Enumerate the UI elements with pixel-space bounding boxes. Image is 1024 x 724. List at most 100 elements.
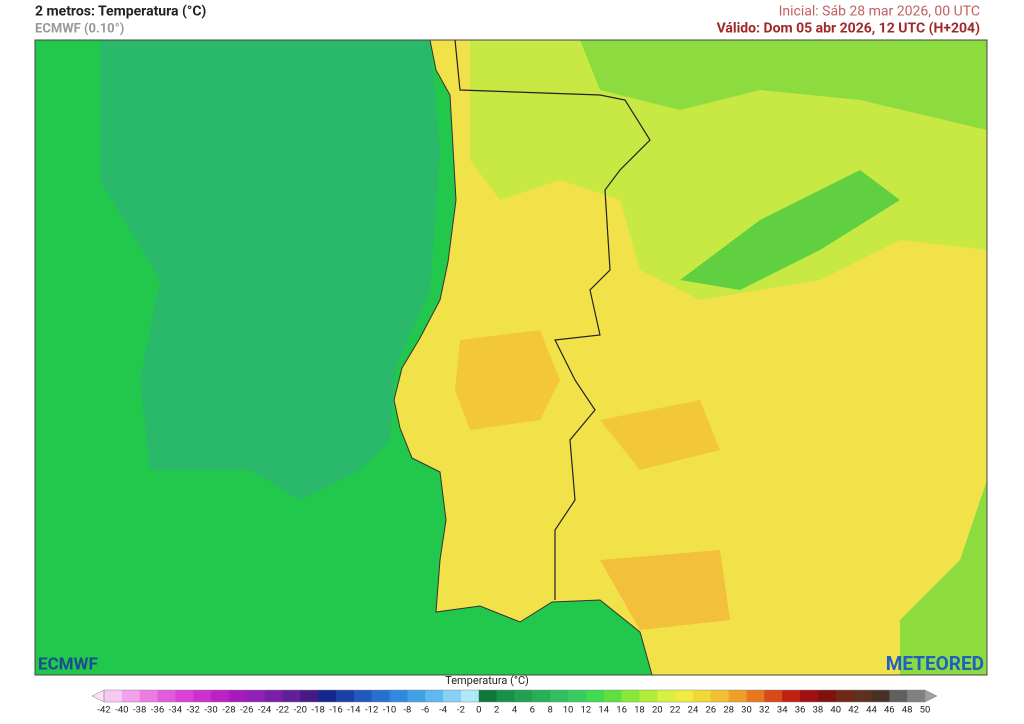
legend-tick-label: 26	[705, 705, 716, 716]
legend-tick-label: 28	[723, 705, 734, 716]
legend-tick-label: 30	[741, 705, 752, 716]
legend-tick-label: -38	[133, 705, 146, 716]
legend-tick-label: -42	[97, 705, 110, 716]
legend-tick-label: -16	[329, 705, 342, 716]
color-swatch	[675, 690, 694, 702]
over-arrow	[924, 689, 938, 703]
map-frame	[34, 39, 988, 676]
legend-tick-label: 44	[866, 705, 877, 716]
color-swatch	[710, 690, 730, 702]
legend-tick-label: -24	[258, 705, 272, 716]
color-swatch	[728, 690, 748, 702]
color-swatch	[139, 690, 159, 702]
legend-tick-label: 10	[563, 705, 574, 716]
color-swatch	[407, 690, 426, 702]
mountain-green	[680, 170, 900, 290]
valid-time: Válido: Dom 05 abr 2026, 12 UTC (H+204)	[717, 21, 981, 37]
legend-tick-label: -34	[169, 705, 183, 716]
legend-tick-label: -40	[115, 705, 128, 716]
title: 2 metros: Temperatura (°C)	[35, 4, 206, 20]
border	[454, 40, 651, 600]
color-swatch	[782, 690, 801, 702]
color-swatch	[692, 690, 712, 702]
legend-tick-label: 40	[830, 705, 841, 716]
color-swatch	[371, 690, 391, 702]
legend-tick-label: -36	[151, 705, 164, 716]
under-arrow	[91, 689, 105, 703]
legend-tick-label: -28	[222, 705, 235, 716]
legend-tick-label: 50	[920, 705, 931, 716]
colorbar: -42 -40 -38 -36 -34 -32 -30 -28 -26 -24 -22 -20 -18-…	[91, 689, 938, 716]
mountain-green	[580, 40, 987, 130]
legend-tick-label: 36	[795, 705, 806, 716]
color-swatch	[514, 690, 533, 702]
legend-tick-label: -6	[421, 705, 429, 716]
color-swatch	[211, 690, 230, 702]
color-swatch	[104, 690, 123, 702]
color-swatch	[550, 690, 569, 702]
legend-tick-label: 14	[598, 705, 609, 716]
color-swatch	[193, 690, 212, 702]
color-swatch	[246, 690, 266, 702]
color-swatch	[853, 690, 872, 702]
legend-tick-label: 18	[634, 705, 645, 716]
color-swatch	[871, 690, 890, 702]
legend-tick-label: -26	[240, 705, 253, 716]
color-swatch	[318, 690, 337, 702]
legend-tick-label: -22	[276, 705, 289, 716]
color-swatch	[800, 690, 819, 702]
map	[35, 40, 987, 675]
color-swatch	[175, 690, 194, 702]
legend-tick-label: 4	[512, 705, 518, 716]
legend-tick-label: 8	[548, 705, 553, 716]
legend-tick-label: -18	[312, 705, 325, 716]
color-swatch	[603, 690, 623, 702]
legend-tick-label: 46	[884, 705, 895, 716]
warm-area	[600, 400, 720, 470]
color-swatch	[443, 690, 462, 702]
color-swatch	[336, 690, 355, 702]
legend-tick-label: 0	[476, 705, 481, 716]
color-swatch	[157, 690, 176, 702]
legend-tick-label: 48	[902, 705, 913, 716]
legend-tick-label: 16	[616, 705, 627, 716]
legend-tick-label: 42	[848, 705, 859, 716]
color-swatch	[264, 690, 283, 702]
color-swatch	[568, 690, 587, 702]
color-swatch	[425, 690, 444, 702]
warm-area	[600, 550, 730, 630]
legend-tick-label: 38	[813, 705, 824, 716]
color-swatch	[282, 690, 301, 702]
warm-area	[455, 330, 560, 430]
color-swatch	[496, 690, 515, 702]
color-swatch	[460, 690, 480, 702]
legend-tick-label: 12	[581, 705, 592, 716]
legend-tick-label: -4	[439, 705, 448, 716]
color-swatch	[121, 690, 141, 702]
legend-tick-label: 32	[759, 705, 770, 716]
color-swatch	[907, 690, 926, 702]
legend-tick-label: 22	[670, 705, 681, 716]
legend-tick-label: 20	[652, 705, 663, 716]
mountain-green	[900, 480, 987, 675]
legend-tick-label: 34	[777, 705, 788, 716]
color-swatch	[353, 690, 373, 702]
legend-tick-label: -32	[187, 705, 200, 716]
color-swatch	[657, 690, 676, 702]
legend-tick-label: -10	[383, 705, 396, 716]
color-swatch	[835, 690, 855, 702]
color-swatch	[817, 690, 837, 702]
legend-tick-label: 2	[494, 705, 499, 716]
legend-tick-label: -20	[294, 705, 307, 716]
logo-ecmwf: ECMWF	[38, 654, 98, 674]
subtitle: ECMWF (0.10°)	[35, 21, 124, 36]
color-swatch	[639, 690, 658, 702]
legend-tick-label: -8	[403, 705, 411, 716]
color-swatch	[764, 690, 783, 702]
colorbar-frame	[103, 689, 926, 703]
color-swatch	[300, 690, 319, 702]
legend-title: Temperatura (°C)	[445, 674, 529, 687]
logo-meteored: METEORED	[886, 652, 984, 675]
